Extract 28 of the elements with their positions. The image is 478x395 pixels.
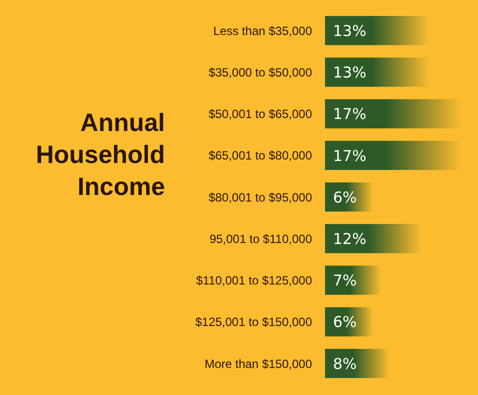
data-label: 17% [333,146,366,165]
y-tick-label: $80,001 to $95,000 [208,190,312,204]
y-tick-label: Less than $35,000 [213,24,312,38]
bar [325,99,461,128]
text: Annual Household Income [36,109,166,201]
y-tick-label: 95,001 to $110,000 [209,232,312,246]
bar [325,16,429,46]
y-tick-label: $35,000 to $50,000 [208,65,312,80]
y-tick-label: $125,001 to $150,000 [195,315,312,330]
y-tick-label: More than $150,000 [204,356,312,371]
y-tick-label: $50,001 to $65,000 [208,107,312,122]
data-label: 17% [333,105,366,124]
bar [325,348,389,378]
bar [325,266,381,295]
data-label: 13% [333,64,366,82]
y-tick-label: $65,001 to $80,000 [208,148,312,163]
data-label: 13% [333,22,366,40]
data-label: 8% [333,354,357,373]
bar [325,224,421,254]
bar [325,140,461,170]
bar [325,58,429,87]
bar [325,307,373,336]
data-label: 7% [333,272,357,290]
y-tick-label: $110,001 to $125,000 [196,274,312,288]
data-label: 12% [333,230,366,248]
bar [325,182,373,212]
data-label: 6% [333,188,357,206]
data-label: 6% [333,313,357,332]
